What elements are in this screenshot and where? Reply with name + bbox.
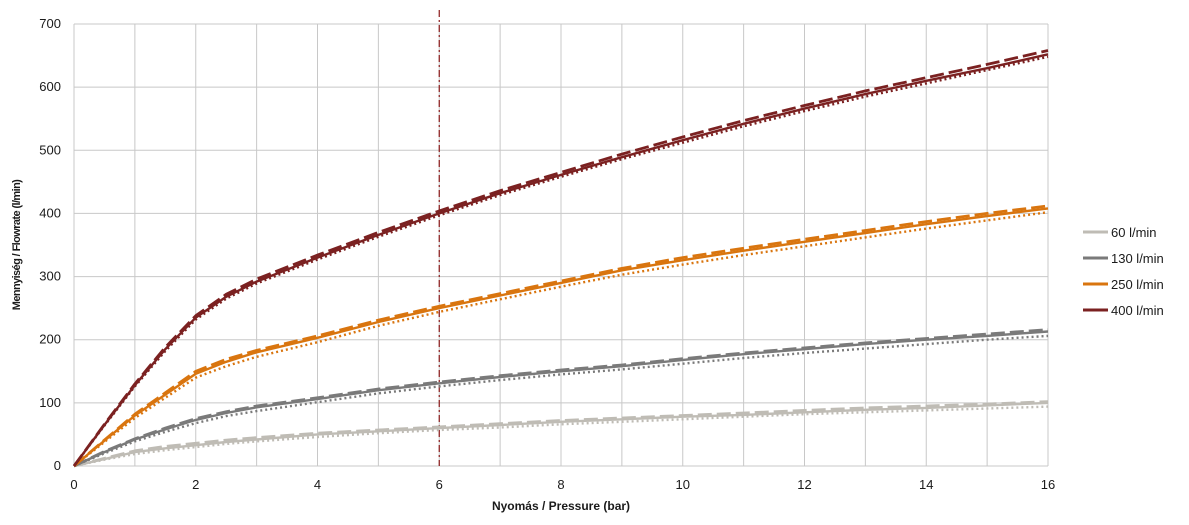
x-tick-label: 2 <box>192 477 199 492</box>
x-axis-title: Nyomás / Pressure (bar) <box>492 499 630 513</box>
series-line-400-l-min-solid <box>73 53 1049 467</box>
y-tick-label: 100 <box>39 395 61 410</box>
series-line-400-l-min-dashed <box>72 49 1049 467</box>
x-tick-label: 10 <box>676 477 690 492</box>
x-tick-label: 4 <box>314 477 321 492</box>
series-line-130-l-min-solid <box>73 330 1049 468</box>
legend-marker <box>1093 230 1097 234</box>
y-tick-label: 600 <box>39 79 61 94</box>
gridlines <box>73 23 1049 467</box>
x-tick-label: 16 <box>1041 477 1055 492</box>
series-line-250-l-min-solid <box>73 207 1049 467</box>
series-line-130-l-min-dotted <box>73 334 1049 468</box>
x-axis-ticks: 0 2 4 6 8 10 12 14 16 <box>70 477 1055 492</box>
x-tick-label: 0 <box>70 477 77 492</box>
y-tick-label: 500 <box>39 142 61 157</box>
legend-marker <box>1093 308 1097 312</box>
x-tick-label: 6 <box>436 477 443 492</box>
y-tick-label: 700 <box>39 16 61 31</box>
x-tick-label: 14 <box>919 477 933 492</box>
legend-label: 400 l/min <box>1111 303 1164 318</box>
y-axis-ticks: 0 100 200 300 400 500 600 700 <box>39 16 61 473</box>
x-tick-label: 8 <box>557 477 564 492</box>
legend: 60 l/min 130 l/min 250 l/min 400 l/min <box>1083 225 1164 318</box>
legend-marker <box>1093 256 1097 260</box>
y-axis-title: Mennyiség / Flowrate (l/min) <box>11 179 23 310</box>
series-line-250-l-min-dotted <box>73 211 1049 467</box>
series-line-130-l-min-dashed <box>73 328 1049 468</box>
legend-label: 60 l/min <box>1111 225 1157 240</box>
series-line-60-l-min-dashed <box>73 400 1049 468</box>
y-tick-label: 300 <box>39 269 61 284</box>
series-line-250-l-min-dashed <box>73 204 1049 468</box>
x-tick-label: 12 <box>797 477 811 492</box>
y-tick-label: 400 <box>39 205 61 220</box>
y-tick-label: 0 <box>54 458 61 473</box>
legend-marker <box>1093 282 1097 286</box>
legend-label: 130 l/min <box>1111 251 1164 266</box>
series-group <box>72 49 1049 468</box>
series-line-60-l-min-solid <box>73 401 1049 468</box>
legend-label: 250 l/min <box>1111 277 1164 292</box>
y-tick-label: 200 <box>39 332 61 347</box>
